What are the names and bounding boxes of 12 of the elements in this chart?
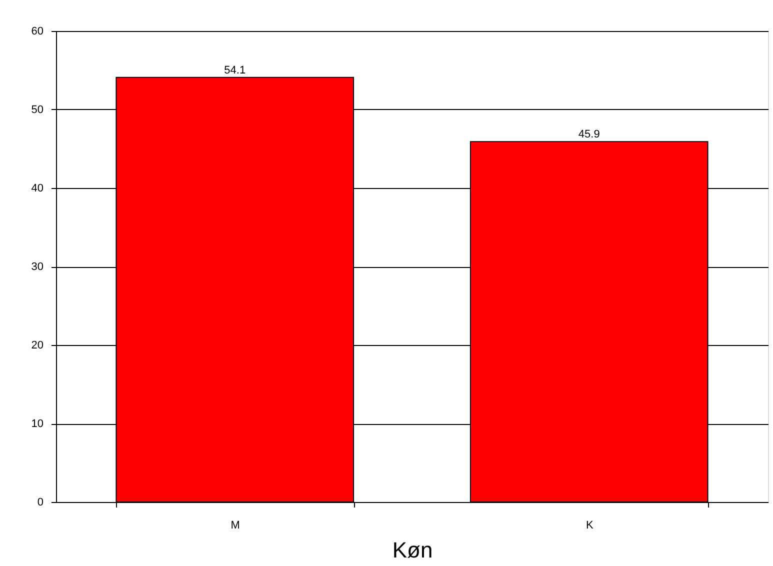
x-tick-label: M: [230, 520, 240, 532]
x-tick-label: K: [586, 520, 594, 532]
y-tick-label: 0: [37, 496, 44, 508]
y-tick-label: 60: [31, 26, 44, 38]
data-label: 54.1: [224, 64, 246, 76]
y-tick-label: 10: [31, 418, 44, 430]
y-tick-label: 20: [31, 340, 44, 352]
y-tick-label: 50: [31, 104, 44, 116]
y-tick-label: 40: [31, 182, 44, 194]
data-label: 45.9: [578, 128, 600, 141]
x-axis-title: Køn: [392, 538, 433, 562]
y-tick-label: 30: [31, 261, 44, 273]
